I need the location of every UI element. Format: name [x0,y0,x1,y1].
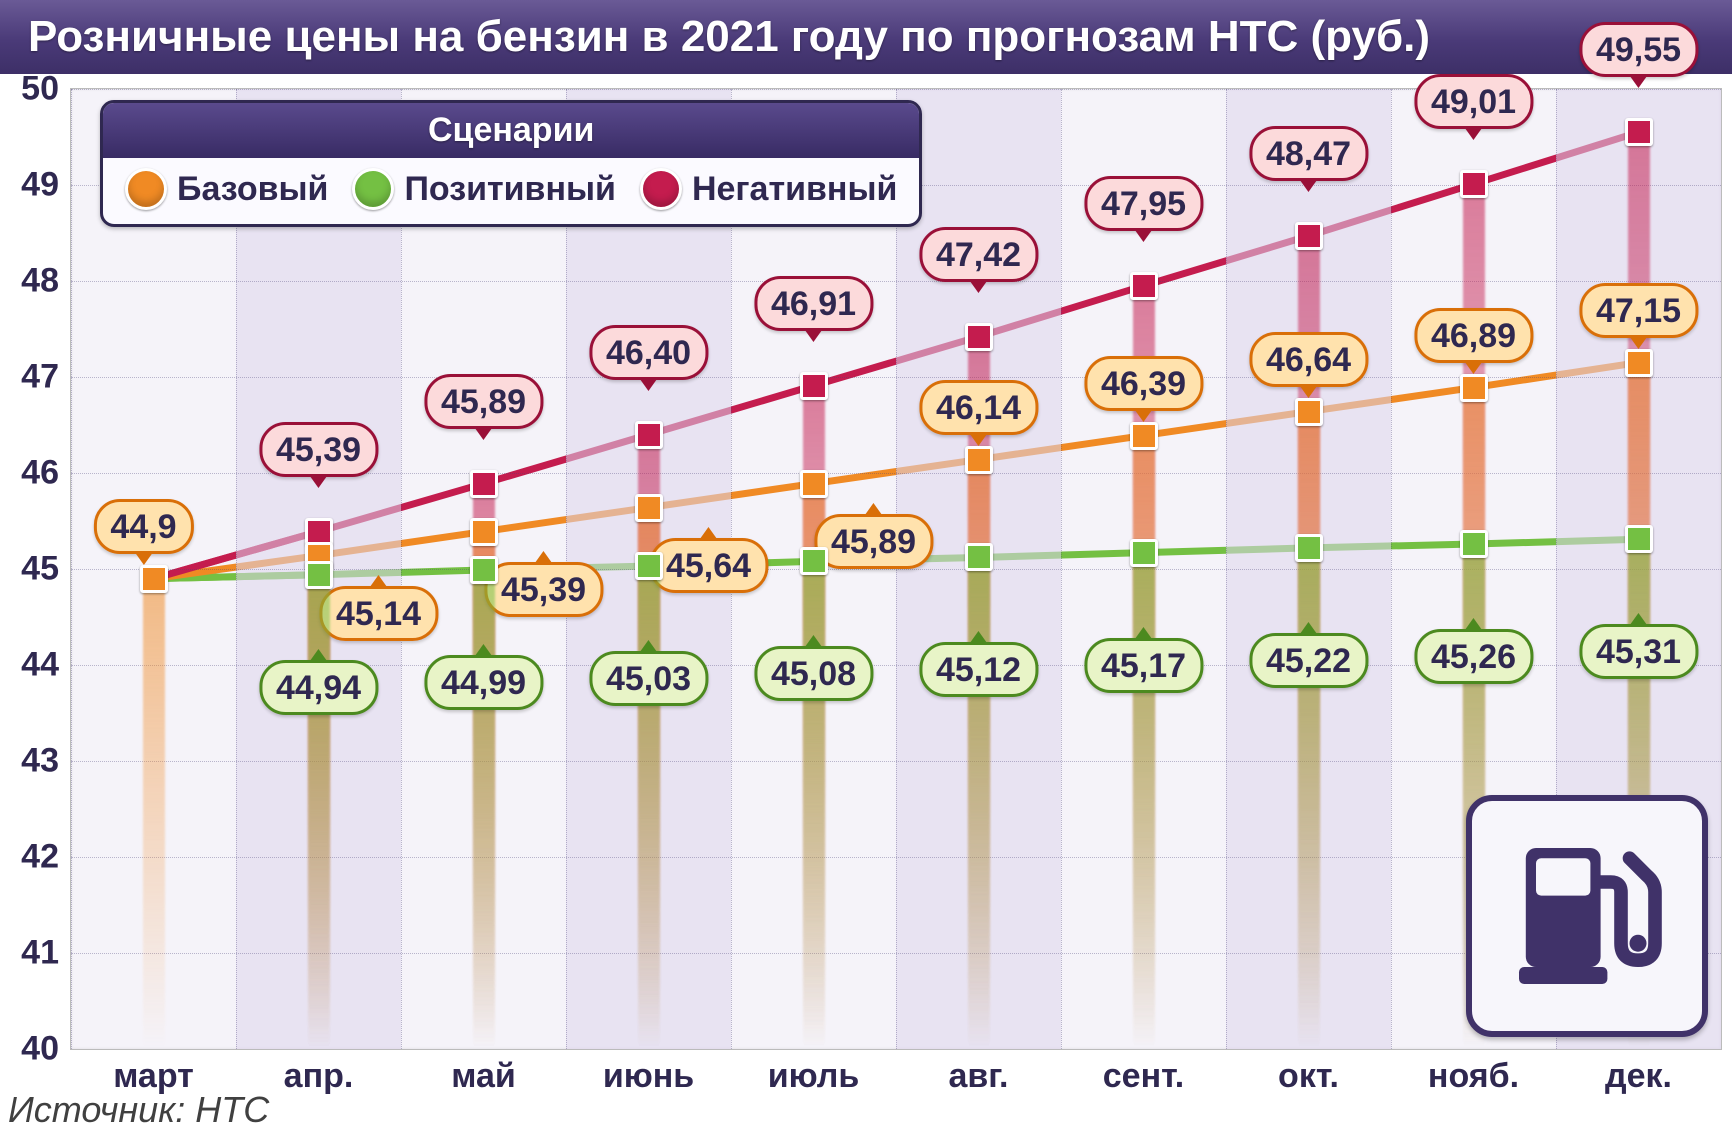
legend-dot-positive [352,168,394,210]
legend-item-positive: Позитивный [352,168,616,210]
marker-positive [1295,534,1323,562]
marker-base [1295,398,1323,426]
value-callout-positive: 45,17 [1084,638,1203,693]
x-axis-label: апр. [284,1057,354,1096]
value-callout-base: 45,89 [814,514,933,569]
value-callout-positive: 45,31 [1579,624,1698,679]
value-callout-negative: 49,01 [1414,74,1533,129]
y-axis-label: 42 [21,838,59,877]
marker-negative [1460,170,1488,198]
value-callout-positive: 45,12 [919,642,1038,697]
marker-negative [635,421,663,449]
y-axis-label: 49 [21,166,59,205]
marker-positive [800,547,828,575]
fuel-pump-icon [1502,831,1672,1001]
legend-label-negative: Негативный [692,170,897,209]
value-callout-negative: 49,55 [1579,22,1698,77]
value-callout-negative: 45,39 [259,422,378,477]
marker-negative [1625,118,1653,146]
value-callout-negative: 46,40 [589,325,708,380]
value-callout-base: 45,64 [649,538,768,593]
y-axis-label: 43 [21,742,59,781]
fuel-pump-icon-box [1466,795,1708,1037]
value-glow [473,570,495,1049]
marker-positive [305,561,333,589]
marker-base [965,446,993,474]
legend-label-base: Базовый [177,170,328,209]
value-callout-positive: 44,94 [259,660,378,715]
source-label: Источник: НТС [8,1089,269,1131]
value-callout-base: 45,14 [319,586,438,641]
value-callout-base: 46,89 [1414,308,1533,363]
value-callout-positive: 45,08 [754,646,873,701]
x-axis-label: нояб. [1428,1057,1519,1096]
marker-negative [1295,222,1323,250]
value-callout-base: 44,9 [93,499,193,554]
x-axis-label: авг. [948,1057,1008,1096]
x-axis-label: май [451,1057,516,1096]
legend-label-positive: Позитивный [404,170,616,209]
legend-dot-base [125,168,167,210]
marker-negative [965,323,993,351]
x-axis-label: июль [768,1057,860,1096]
marker-base [140,565,168,593]
marker-negative [800,372,828,400]
y-axis-label: 47 [21,358,59,397]
value-callout-positive: 45,03 [589,651,708,706]
marker-base [1625,349,1653,377]
marker-positive [635,552,663,580]
marker-positive [470,556,498,584]
value-callout-base: 45,39 [484,562,603,617]
value-callout-negative: 46,91 [754,276,873,331]
y-axis-label: 45 [21,550,59,589]
value-callout-positive: 45,26 [1414,629,1533,684]
value-callout-negative: 48,47 [1249,126,1368,181]
y-axis-label: 44 [21,646,59,685]
chart-title: Розничные цены на бензин в 2021 году по … [0,0,1732,74]
marker-base [470,518,498,546]
y-axis-label: 40 [21,1030,59,1069]
legend-title: Сценарии [103,103,919,158]
chart-container: Розничные цены на бензин в 2021 году по … [0,0,1732,1133]
y-axis-label: 41 [21,934,59,973]
marker-positive [1625,525,1653,553]
y-axis-label: 46 [21,454,59,493]
legend-item-negative: Негативный [640,168,897,210]
marker-base [800,470,828,498]
marker-base [1460,374,1488,402]
x-axis-label: сент. [1103,1057,1184,1096]
value-callout-negative: 45,89 [424,374,543,429]
value-callout-negative: 47,42 [919,227,1038,282]
value-glow [308,575,330,1049]
value-callout-negative: 47,95 [1084,176,1203,231]
y-axis-label: 48 [21,262,59,301]
x-axis-label: дек. [1605,1057,1672,1096]
value-callout-base: 47,15 [1579,283,1698,338]
value-glow [143,579,165,1049]
marker-negative [470,470,498,498]
x-axis-label: июнь [603,1057,694,1096]
marker-base [1130,422,1158,450]
legend: Сценарии Базовый Позитивный Негативный [100,100,922,227]
x-axis-label: окт. [1278,1057,1339,1096]
marker-base [635,494,663,522]
legend-item-base: Базовый [125,168,328,210]
marker-negative [1130,272,1158,300]
y-axis-label: 50 [21,70,59,109]
value-callout-positive: 44,99 [424,655,543,710]
value-callout-base: 46,14 [919,380,1038,435]
marker-positive [1460,530,1488,558]
value-callout-positive: 45,22 [1249,633,1368,688]
value-callout-base: 46,39 [1084,356,1203,411]
legend-dot-negative [640,168,682,210]
value-callout-base: 46,64 [1249,332,1368,387]
marker-positive [965,543,993,571]
value-glow [638,566,660,1049]
marker-positive [1130,539,1158,567]
